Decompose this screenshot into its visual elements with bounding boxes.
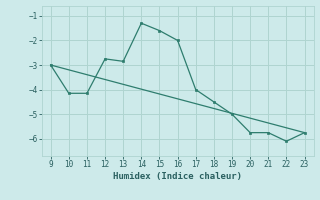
X-axis label: Humidex (Indice chaleur): Humidex (Indice chaleur) (113, 172, 242, 181)
